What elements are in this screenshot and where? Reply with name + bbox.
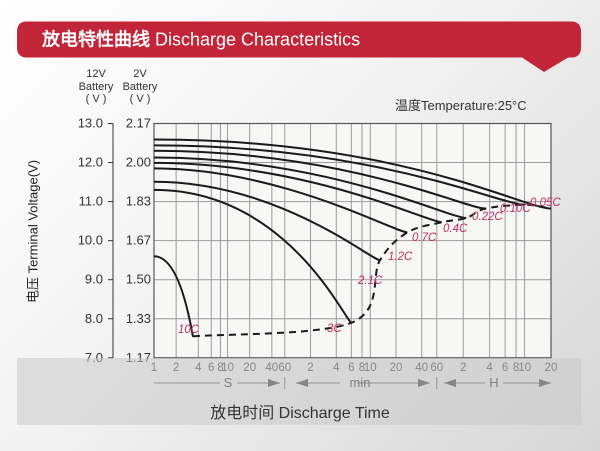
svg-text:0.10C: 0.10C [500,203,531,215]
svg-text:2.1C: 2.1C [357,275,383,287]
svg-text:0.7C: 0.7C [412,232,437,244]
svg-text:0.22C: 0.22C [472,211,503,223]
svg-text:3C: 3C [327,323,342,335]
svg-text:10C: 10C [178,324,200,336]
svg-text:1.2C: 1.2C [388,251,413,263]
svg-text:0.05C: 0.05C [530,197,561,209]
svg-text:0.4C: 0.4C [443,223,468,235]
